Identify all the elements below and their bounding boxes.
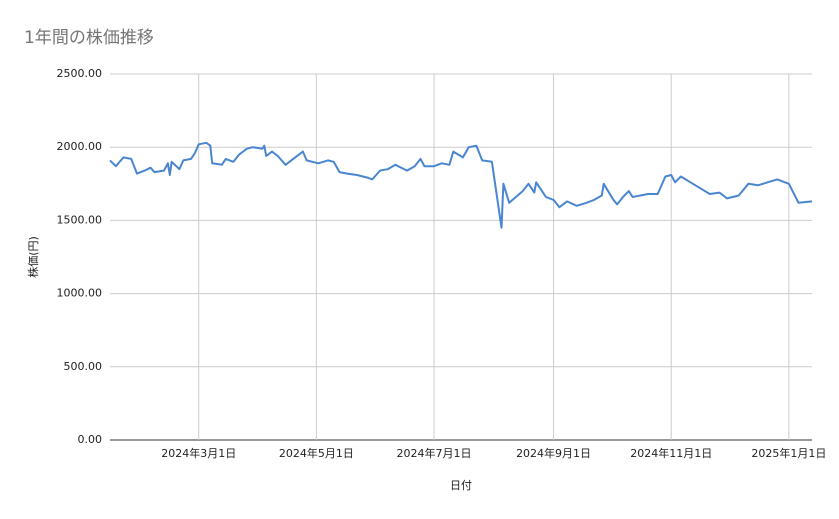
data-line [109,141,813,229]
y-tick-label: 0.00 [78,433,103,446]
y-tick-label: 500.00 [64,360,103,373]
x-tick-label: 2024年3月1日 [161,446,236,460]
y-tick-label: 1000.00 [57,287,103,300]
x-tick-label: 2024年5月1日 [279,446,354,460]
y-tick-label: 1500.00 [57,213,103,226]
y-tick-label: 2000.00 [57,140,103,153]
chart-title: 1年間の株価推移 [24,28,154,48]
y-axis-title: 株価(円) [26,236,40,278]
x-tick-label: 2025年1月1日 [751,446,826,460]
x-tick-label: 2024年7月1日 [397,446,472,460]
y-tick-label: 2500.00 [57,67,103,80]
x-axis-title: 日付 [450,479,472,492]
x-tick-label: 2024年11月1日 [630,446,712,460]
x-tick-label: 2024年9月1日 [516,446,591,460]
